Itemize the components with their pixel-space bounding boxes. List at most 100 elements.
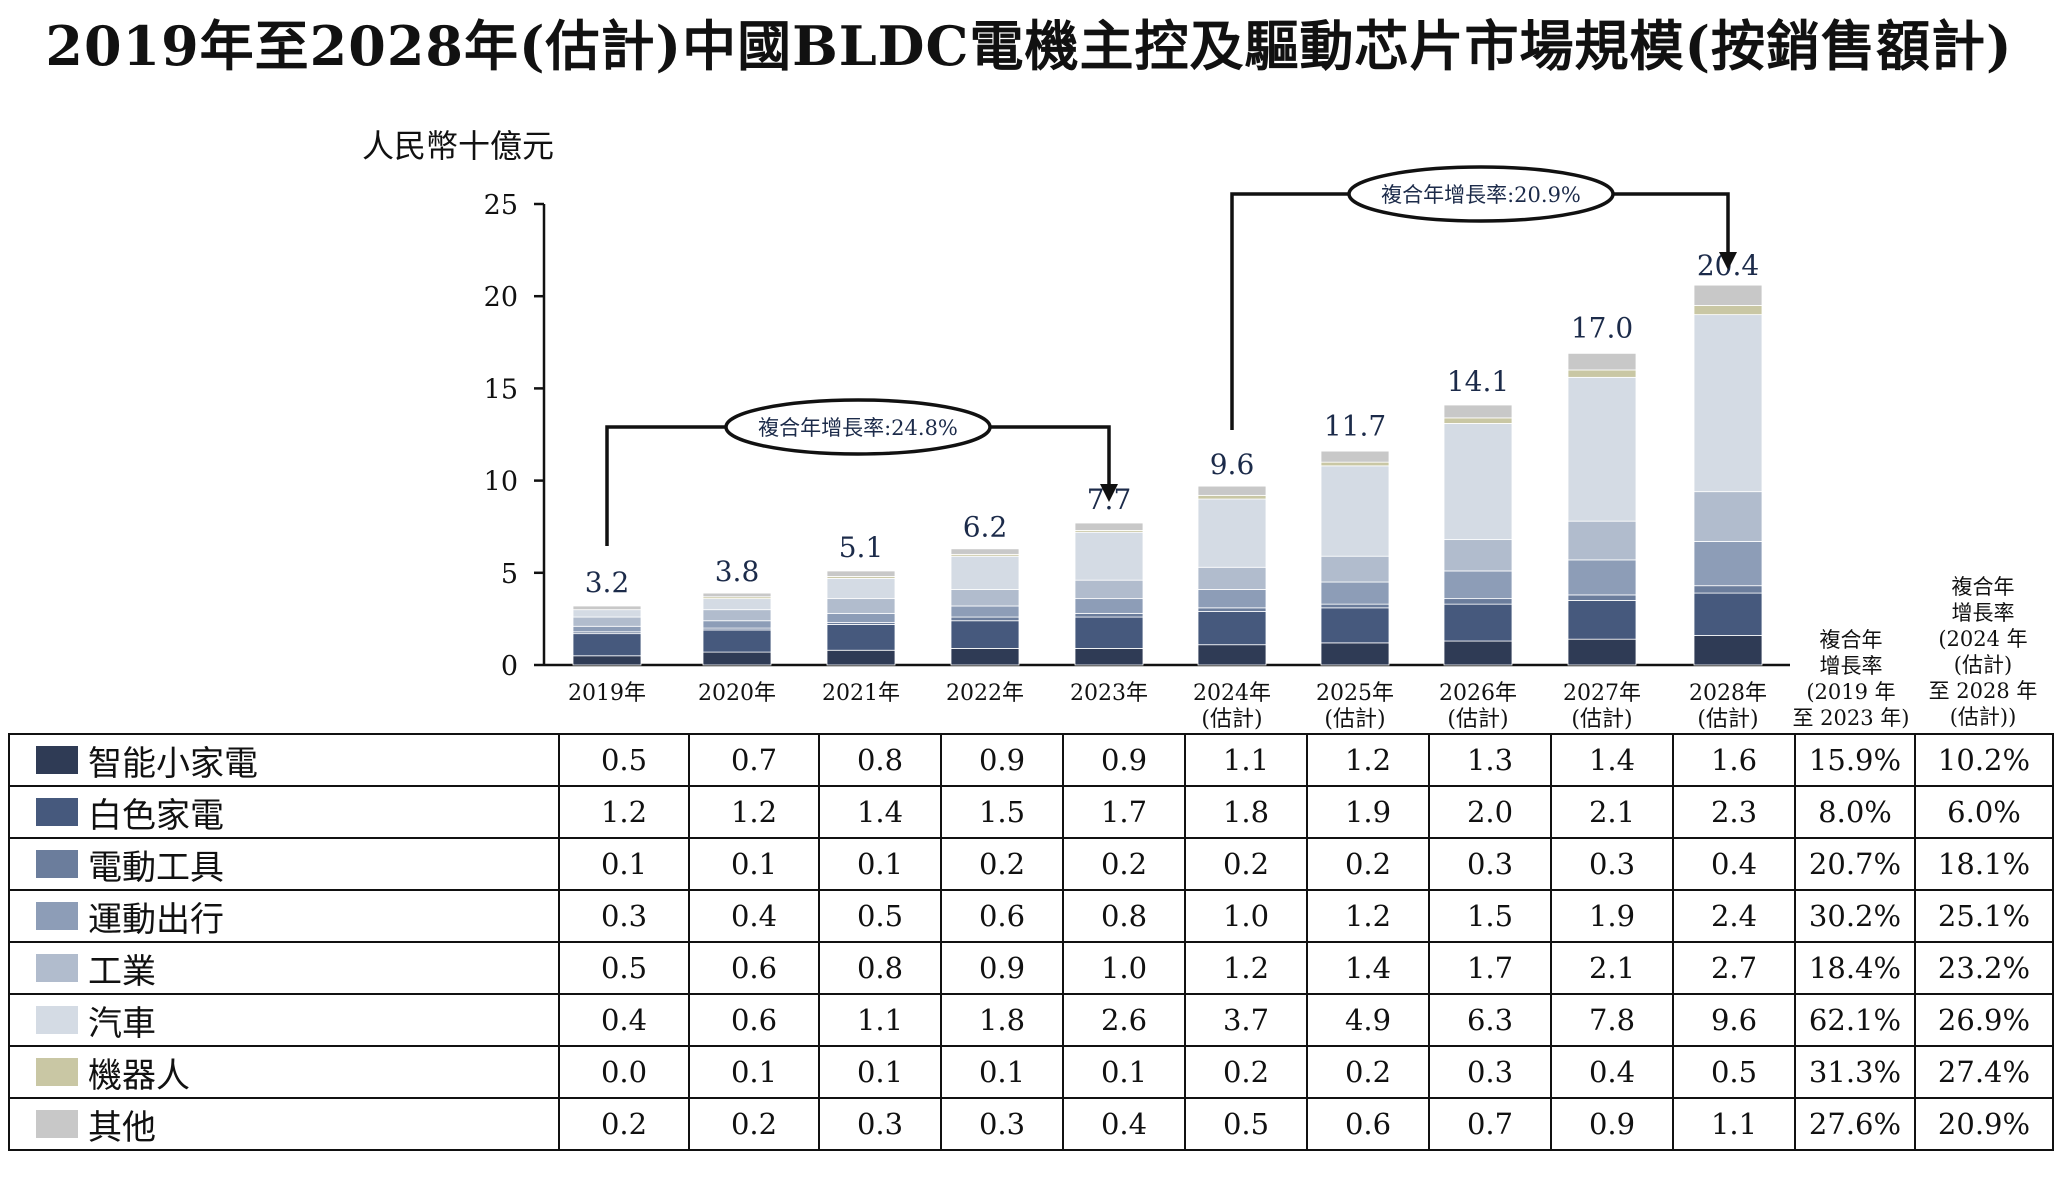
table-value-cell: 1.2 (559, 786, 689, 838)
x-tick-label: 2027年 (1563, 681, 1641, 706)
table-value-cell: 0.5 (819, 890, 941, 942)
bar-segment (1198, 486, 1266, 495)
table-value-cell: 0.1 (941, 1046, 1063, 1098)
bar-segment (1444, 418, 1512, 424)
table-value-cell: 1.2 (1307, 890, 1429, 942)
bar-segment (1198, 589, 1266, 607)
y-tick-label: 10 (484, 467, 518, 498)
table-value-cell: 0.2 (559, 1098, 689, 1150)
cagr-header-line: 增長率 (1952, 601, 2015, 625)
legend-cell: 電動工具 (9, 838, 559, 890)
data-table: 智能小家電 0.5 0.7 0.8 0.9 0.9 1.1 1.2 1.3 1.4 1.6 15.9%… (8, 733, 2054, 1151)
table-value-cell: 1.5 (941, 786, 1063, 838)
bar-segment (1568, 595, 1636, 601)
bar-segment (1321, 604, 1389, 608)
bar-segment (827, 613, 895, 622)
cagr-annotations: 複合年增長率:24.8%複合年增長率:20.9% (607, 167, 1737, 546)
bar-segment (1321, 451, 1389, 462)
bar-segment (951, 606, 1019, 617)
table-cagr-cell: 18.1% (1915, 838, 2053, 890)
legend-label: 其他 (88, 1108, 156, 1148)
cagr-header-line: 複合年 (1952, 575, 2015, 599)
table-value-cell: 0.1 (689, 1046, 819, 1098)
table-cagr-cell: 27.4% (1915, 1046, 2053, 1098)
table-cagr-cell: 15.9% (1795, 734, 1915, 786)
legend-cell: 運動出行 (9, 890, 559, 942)
cagr-header-line: (估計)) (1950, 705, 2017, 729)
bar-segment (1568, 370, 1636, 377)
bar-segment (1444, 604, 1512, 641)
legend-label: 智能小家電 (88, 744, 258, 784)
bar-segment (1568, 560, 1636, 595)
table-row: 汽車 0.4 0.6 1.1 1.8 2.6 3.7 4.9 6.3 7.8 9.6 62.1% 26.… (9, 994, 2053, 1046)
bar-segment (1198, 567, 1266, 589)
bar-segment (573, 606, 641, 610)
table-value-cell: 2.0 (1429, 786, 1551, 838)
x-tick-label: 2019年 (568, 681, 646, 706)
table-value-cell: 1.2 (1307, 734, 1429, 786)
table-value-cell: 0.8 (819, 734, 941, 786)
y-tick-label: 15 (484, 374, 518, 405)
bar-chart: 人民幣十億元 0510152025 3.23.85.16.27.79.611.7… (0, 0, 2058, 740)
bar-segment (951, 617, 1019, 621)
bar-segment (1321, 556, 1389, 582)
bar-total-label: 14.1 (1447, 365, 1509, 398)
table-value-cell: 2.7 (1673, 942, 1795, 994)
bar-segment (827, 571, 895, 577)
table-value-cell: 0.3 (941, 1098, 1063, 1150)
x-tick-label: 2028年 (1689, 681, 1767, 706)
table-value-cell: 0.7 (689, 734, 819, 786)
bar-segment (1694, 315, 1762, 492)
x-tick-label: 2024年 (1193, 681, 1271, 706)
table-value-cell: 3.7 (1185, 994, 1307, 1046)
x-tick-label: 2023年 (1070, 681, 1148, 706)
table-cagr-cell: 25.1% (1915, 890, 2053, 942)
bar-segment (1321, 608, 1389, 643)
table-value-cell: 0.2 (1185, 1046, 1307, 1098)
legend-label: 電動工具 (88, 848, 224, 888)
table-row: 機器人 0.0 0.1 0.1 0.1 0.1 0.2 0.2 0.3 0.4 0.5 31.3% 27… (9, 1046, 2053, 1098)
table-value-cell: 2.3 (1673, 786, 1795, 838)
table-value-cell: 0.2 (1185, 838, 1307, 890)
bar-segment (827, 650, 895, 665)
table-cagr-cell: 62.1% (1795, 994, 1915, 1046)
legend-cell: 白色家電 (9, 786, 559, 838)
table-value-cell: 0.9 (1063, 734, 1185, 786)
table-value-cell: 1.8 (1185, 786, 1307, 838)
legend-label: 白色家電 (88, 796, 224, 836)
table-value-cell: 0.5 (559, 734, 689, 786)
table-value-cell: 1.3 (1429, 734, 1551, 786)
bar-segment (1075, 613, 1143, 617)
cagr-header-line: (2024 年 (1938, 627, 2027, 651)
table-cagr-cell: 30.2% (1795, 890, 1915, 942)
bar-segment (951, 556, 1019, 589)
bar-segment (703, 593, 771, 597)
bar-segment (1694, 305, 1762, 314)
bar-segment (703, 652, 771, 665)
bar-segment (1694, 586, 1762, 593)
table-row: 其他 0.2 0.2 0.3 0.3 0.4 0.5 0.6 0.7 0.9 1.1 27.6% 20.… (9, 1098, 2053, 1150)
bar-segment (951, 589, 1019, 606)
bar-segment (703, 599, 771, 610)
table-value-cell: 0.3 (1429, 1046, 1551, 1098)
x-tick-sublabel: (估計) (1571, 707, 1632, 732)
table-value-cell: 2.4 (1673, 890, 1795, 942)
table-value-cell: 0.4 (1063, 1098, 1185, 1150)
cagr-header-line: (估計) (1954, 653, 2012, 677)
bar-segment (1321, 643, 1389, 665)
table-value-cell: 7.8 (1551, 994, 1673, 1046)
legend-label: 汽車 (88, 1004, 156, 1044)
table-value-cell: 1.7 (1063, 786, 1185, 838)
table-value-cell: 0.5 (1185, 1098, 1307, 1150)
x-tick-sublabel: (估計) (1697, 707, 1758, 732)
legend-cell: 智能小家電 (9, 734, 559, 786)
table-cagr-cell: 6.0% (1915, 786, 2053, 838)
x-tick-label: 2025年 (1316, 681, 1394, 706)
bar-segment (1444, 405, 1512, 418)
table-value-cell: 1.5 (1429, 890, 1551, 942)
table-value-cell: 0.4 (1673, 838, 1795, 890)
table-value-cell: 1.1 (819, 994, 941, 1046)
cagr-header-line: 至 2028 年 (1929, 679, 2038, 703)
table-value-cell: 1.8 (941, 994, 1063, 1046)
bar-segment (827, 578, 895, 598)
